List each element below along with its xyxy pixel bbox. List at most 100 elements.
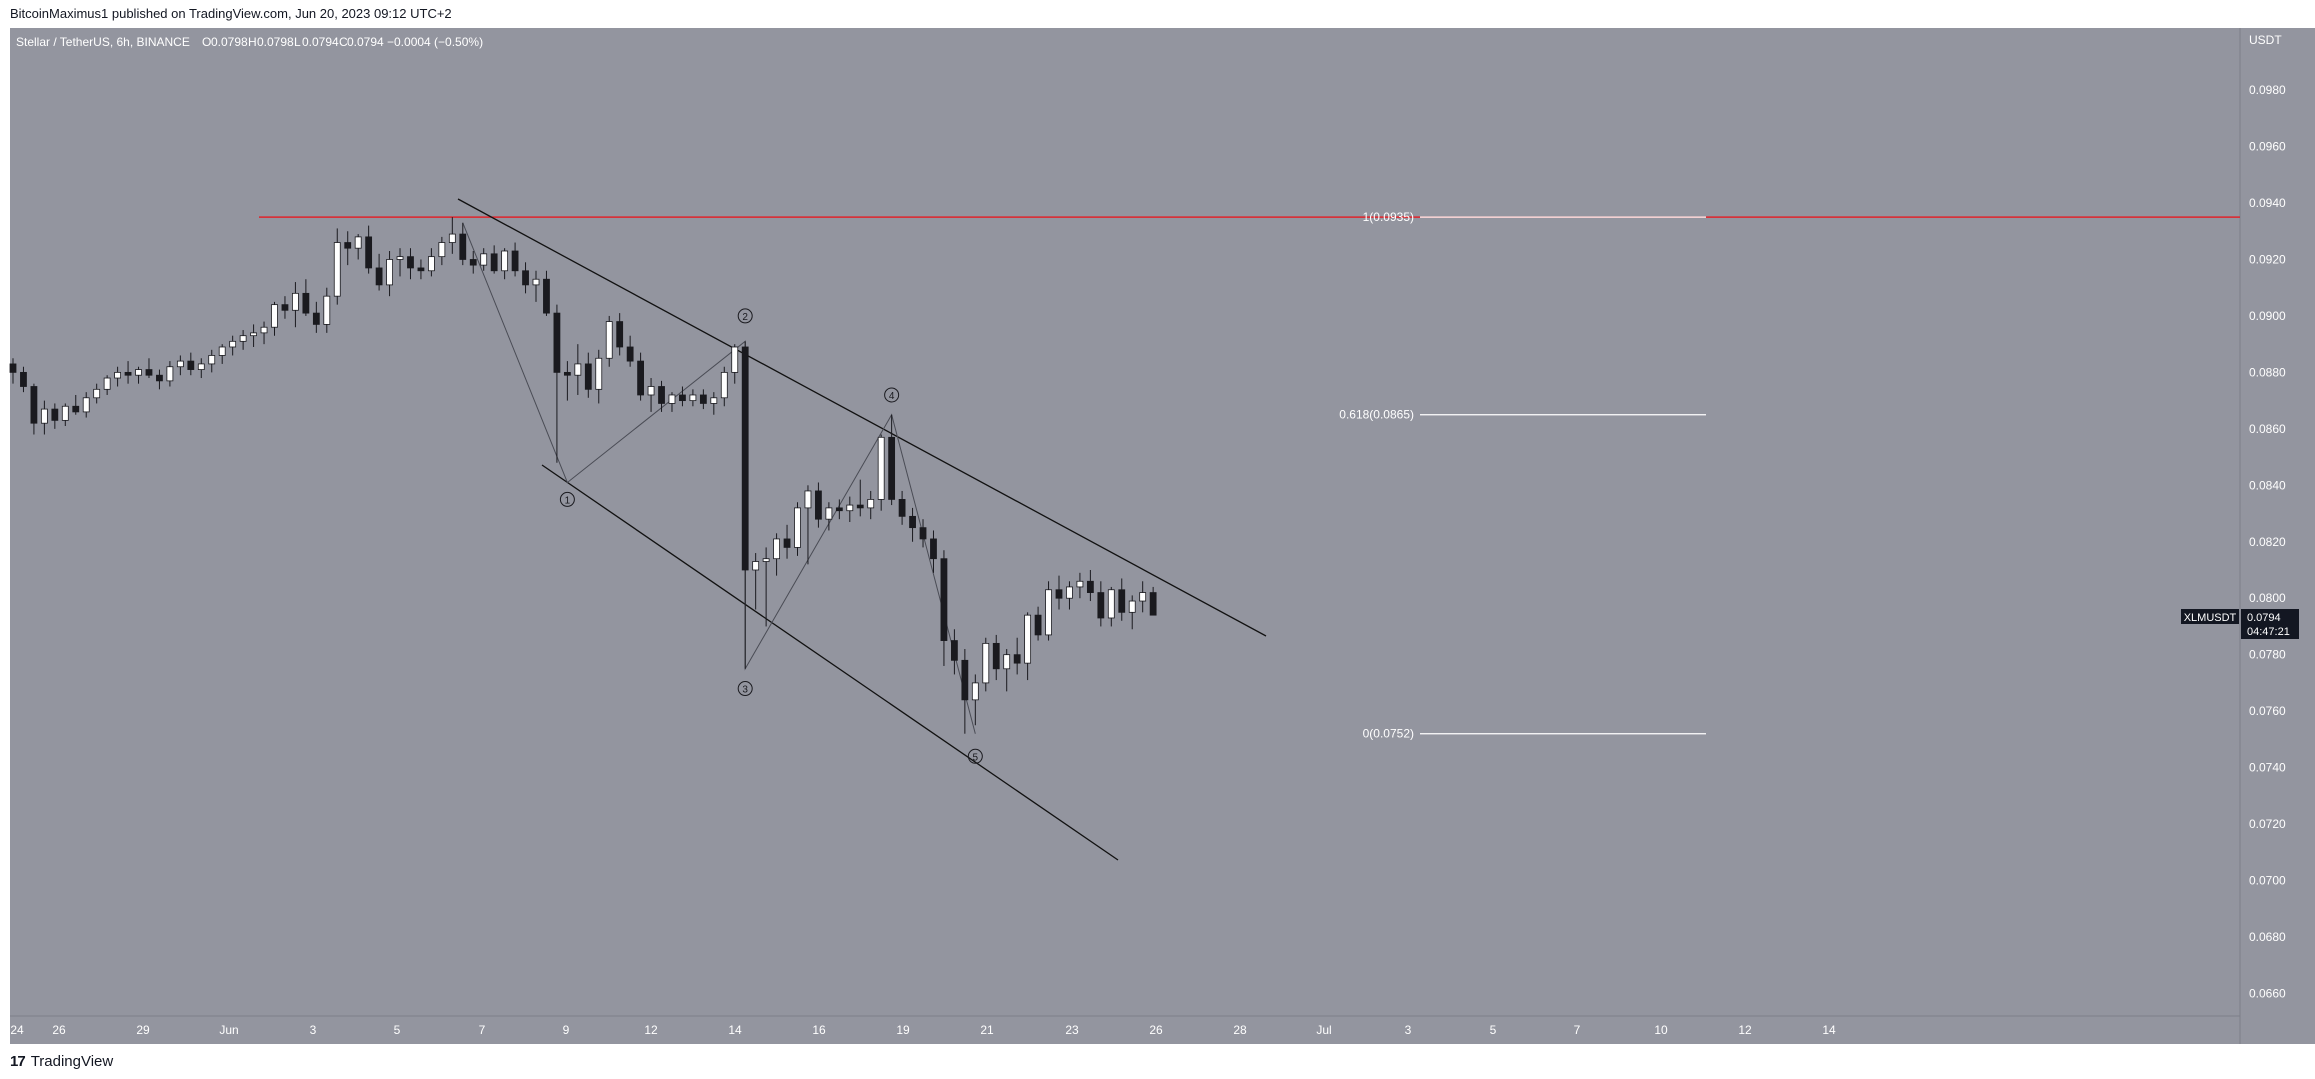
price-tick-label: 0.0920 [2249,252,2286,266]
candle-body-bull [574,363,582,376]
price-axis-panel[interactable] [2240,28,2315,1016]
candle [469,251,477,274]
candle [877,434,885,511]
candle [1055,575,1063,610]
candle-body-bear [522,270,529,286]
candle [699,389,707,410]
candle [867,490,875,520]
candle-body-bear [616,321,624,348]
candle [982,637,990,692]
candle [574,344,582,395]
candle-body-bear [124,371,132,376]
ohlc-open-value: 0.0798 [211,35,248,49]
candle [710,392,718,415]
candle [480,248,488,271]
candle-body-bull [427,256,435,272]
candle-body-bull [1045,589,1052,636]
candle-body-bull [82,397,90,413]
chart-plot-area[interactable] [10,28,2240,1016]
candle [1097,581,1105,627]
candle [898,490,906,525]
candle-body-bull [762,558,770,562]
candle [490,245,498,274]
candle-body-bear [940,558,948,641]
candle-body-bear [459,233,467,260]
candle-body-bear [9,363,17,373]
fib-level-label: 0.618(0.0865) [1339,408,1414,422]
candle [741,341,749,669]
candle [250,324,257,347]
drawing-annotations [259,198,2240,861]
wave-count-circle [884,387,900,403]
candle [93,383,101,404]
candle [20,366,27,393]
candle [511,242,519,277]
ohlc-open-label: O [202,35,211,49]
candle [825,502,833,531]
candle [752,553,760,610]
candle [239,330,247,350]
candle [312,301,320,333]
candle [51,403,59,429]
candle-body-bear [51,408,59,421]
time-tick-label: Jul [1316,1023,1331,1037]
wave-count-circle [967,748,983,764]
candle-body-bear [553,312,561,373]
candle [1076,572,1084,599]
candle [156,369,163,390]
candle [647,378,655,412]
tradingview-brand[interactable]: 17 TradingView [10,1053,113,1070]
candle [438,236,446,266]
candle-body-bull [668,394,676,404]
candle [1066,581,1073,610]
candle-body-bear [930,538,937,560]
channel-lower-line [541,464,1119,861]
candle-body-bull [1128,600,1136,613]
price-tick-label: 0.0980 [2249,83,2286,97]
time-axis-panel[interactable] [10,1016,2240,1044]
candle-body-bull [103,377,111,390]
candle [679,386,686,407]
candle-body-bull [595,357,603,390]
candle-body-bear [72,405,80,413]
candle-body-bull [804,490,812,509]
time-tick-label: 7 [1574,1023,1581,1037]
candle-body-bull [480,253,488,266]
candle-body-bull [867,499,875,509]
candle [135,366,142,384]
candle [992,634,1000,681]
candle-body-bear [1097,592,1105,619]
candle-body-bull [1107,589,1115,619]
candle [856,479,864,517]
candle-body-bull [647,386,655,396]
candle [145,358,153,379]
candle-body-bear [365,236,373,269]
candle-body-bull [176,360,184,368]
candle [1128,595,1136,630]
wave-count-label: 1 [565,495,571,506]
candle [1086,569,1094,602]
symbol-title: Stellar / TetherUS, 6h, BINANCE [16,35,190,49]
price-tag-countdown: 04:47:21 [2247,626,2290,638]
candle [626,335,634,367]
candle [961,649,969,734]
candle [804,485,812,565]
candle-body-bear [312,312,320,325]
candle-body-bear [679,394,686,402]
candle-body-bear [563,371,571,376]
candle [888,414,896,506]
candle [553,304,561,463]
candle-body-bear [302,292,310,314]
candle-body-bear [1034,614,1042,636]
candle [532,270,540,302]
candle [1139,581,1147,613]
candle-body-bull [61,405,69,421]
candle [197,358,205,379]
candle-body-bull [720,371,728,399]
candle [72,394,80,415]
fib-level-label: 0(0.0752) [1363,727,1414,741]
price-tick-label: 0.0780 [2249,648,2286,662]
time-tick-label: 7 [479,1023,486,1037]
candle [563,361,571,401]
